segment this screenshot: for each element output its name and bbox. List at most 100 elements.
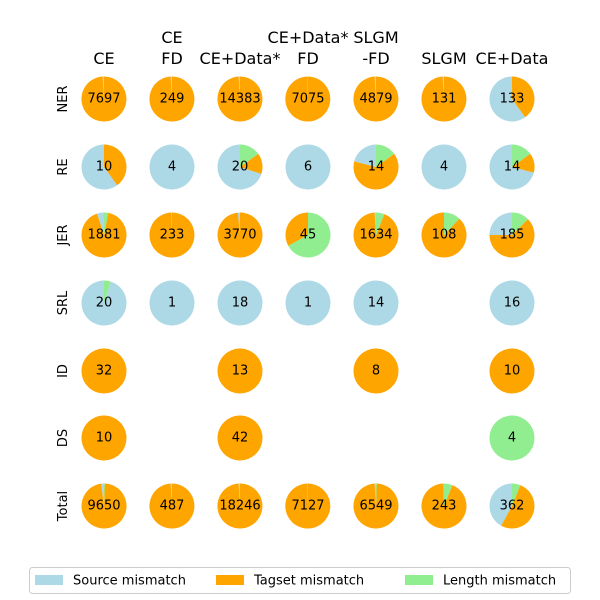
pie-slice xyxy=(104,483,105,506)
column-label: FD xyxy=(297,49,319,68)
pie-slice xyxy=(81,144,118,190)
legend-swatch xyxy=(216,575,244,585)
pie-count-label: 13 xyxy=(232,364,249,379)
pie-slice xyxy=(353,212,399,258)
pie-slice xyxy=(489,144,534,190)
pie-count-label: 8 xyxy=(372,364,380,379)
pie-slice xyxy=(376,144,395,167)
pie-count-label: 362 xyxy=(500,499,525,514)
pie-slice xyxy=(104,144,127,186)
legend: Source mismatch Tagset mismatch Length mis… xyxy=(29,567,571,594)
pie-slice xyxy=(353,76,399,122)
pie-count-label: 233 xyxy=(160,228,185,243)
pie-slice xyxy=(489,348,535,394)
pie-count-label: 6549 xyxy=(359,499,392,514)
pie-slice xyxy=(240,144,259,167)
pie: 4 xyxy=(149,144,195,190)
pie-count-label: 14383 xyxy=(219,92,260,107)
pie: 362 xyxy=(489,483,535,529)
pie-slice xyxy=(489,76,526,122)
pie-count-label: 3770 xyxy=(223,228,256,243)
pie-slice xyxy=(217,76,263,122)
pie-slice xyxy=(81,415,127,461)
pie-slice xyxy=(489,415,535,461)
pie-slice xyxy=(240,153,263,174)
pie-count-label: 20 xyxy=(96,296,113,311)
pie-count-label: 1 xyxy=(304,296,312,311)
pie-slice xyxy=(374,483,376,506)
row-label: RE xyxy=(56,158,71,175)
pie-slice xyxy=(489,212,512,235)
pie-slice xyxy=(353,280,399,326)
pie-slice xyxy=(97,212,104,235)
pie-count-label: 185 xyxy=(500,228,525,243)
pie: 14 xyxy=(489,144,535,190)
pie: 1881 xyxy=(81,212,127,258)
pie-slice xyxy=(217,483,263,529)
pie-count-label: 1634 xyxy=(359,228,392,243)
pie: 4 xyxy=(421,144,467,190)
legend-item: Tagset mismatch xyxy=(216,574,364,589)
pie-slice xyxy=(149,212,195,258)
pie-slice xyxy=(285,144,331,190)
pie: 4879 xyxy=(353,76,399,122)
pie-slice xyxy=(104,212,109,235)
pie: 20 xyxy=(81,280,127,326)
pie: 20 xyxy=(217,144,263,190)
pie-slice xyxy=(217,212,263,258)
pie-slice xyxy=(512,144,531,167)
pie-slice xyxy=(376,483,377,506)
pie: 1 xyxy=(149,280,195,326)
pie-count-label: 7127 xyxy=(291,499,324,514)
pie-slice xyxy=(170,483,172,506)
pie: 3770 xyxy=(217,212,263,258)
pie-slice xyxy=(512,76,535,118)
pie: 4 xyxy=(489,415,535,461)
column-label: SLGM xyxy=(353,28,398,47)
legend-item: Source mismatch xyxy=(35,574,186,589)
pie: 133 xyxy=(489,76,535,122)
pie-count-label: 108 xyxy=(432,228,457,243)
pie-count-label: 16 xyxy=(504,296,521,311)
pie: 10 xyxy=(81,144,127,190)
pie: 14383 xyxy=(217,76,263,122)
row-labels: NER RE JER SRL ID DS Total xyxy=(56,86,71,523)
pie-slice xyxy=(285,76,331,122)
row-label: SRL xyxy=(56,290,71,315)
pie-slice xyxy=(217,280,263,326)
pie: 14 xyxy=(353,144,399,190)
pie-count-label: 6 xyxy=(304,160,312,175)
pie: 10 xyxy=(489,348,535,394)
pie: 45 xyxy=(285,212,331,258)
pie-slice xyxy=(81,483,127,529)
pie-count-label: 20 xyxy=(232,160,249,175)
pie: 185 xyxy=(489,212,535,258)
row-label: Total xyxy=(56,491,71,522)
pie-count-label: 7075 xyxy=(291,92,324,107)
legend-label: Tagset mismatch xyxy=(253,574,364,589)
pie-slice xyxy=(81,212,127,258)
column-label: CE+Data* xyxy=(268,28,349,47)
pie-slice xyxy=(81,76,127,122)
column-label: CE+Data xyxy=(476,49,549,68)
row-label: NER xyxy=(56,86,71,113)
pie: 1634 xyxy=(353,212,399,258)
pie-slice xyxy=(217,348,263,394)
pie: 7075 xyxy=(285,76,331,122)
pie-slice xyxy=(442,76,444,99)
pie-count-label: 1881 xyxy=(87,228,120,243)
pie-slice xyxy=(170,76,172,99)
pie: 13 xyxy=(217,348,263,394)
pie-count-label: 243 xyxy=(432,499,457,514)
pie-slice xyxy=(512,212,528,235)
pie-count-label: 14 xyxy=(368,160,385,175)
pie-slice xyxy=(421,144,467,190)
pie-count-label: 32 xyxy=(96,364,113,379)
pie: 7127 xyxy=(285,483,331,529)
pie-count-label: 4 xyxy=(168,160,176,175)
pie: 233 xyxy=(149,212,195,258)
legend-frame xyxy=(29,567,571,594)
column-label: CE+Data* xyxy=(200,49,281,68)
pie-slice xyxy=(237,212,240,235)
